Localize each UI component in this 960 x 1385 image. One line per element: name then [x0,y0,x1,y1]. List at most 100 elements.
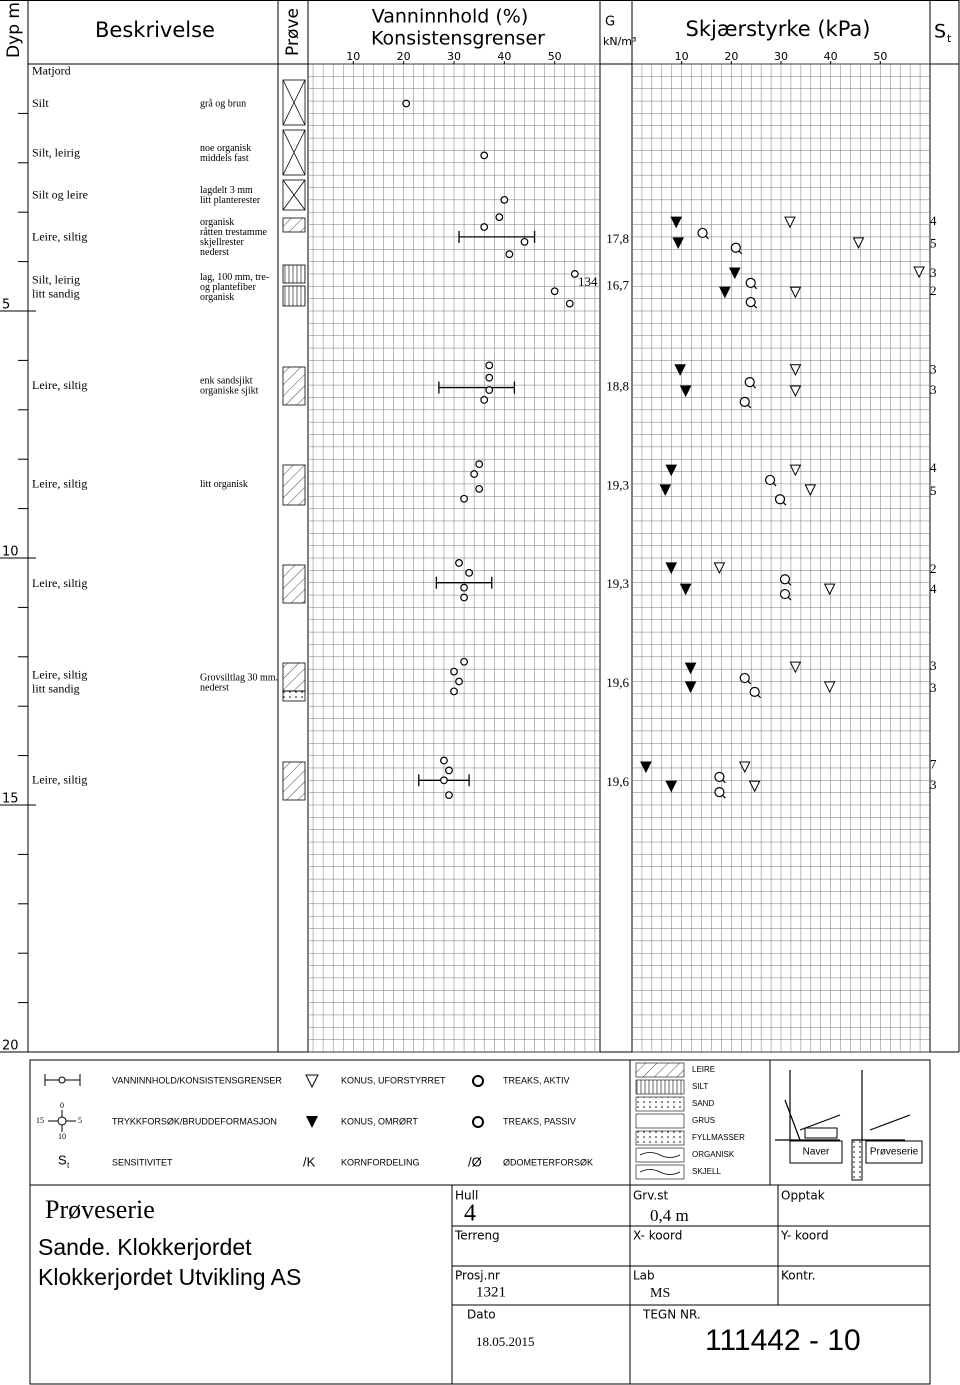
water-content [505,250,514,259]
soil-note: lagdelt 3 mm [200,185,253,196]
cone-remolded [640,761,652,774]
compression-point [697,227,708,239]
cone-undisturbed [784,216,796,229]
soil-note: grå og brun [200,98,246,109]
sensitivity-value: 3 [930,382,937,397]
sensitivity-value: 4 [930,213,937,228]
soil-legend-label: SILT [692,1082,708,1091]
water-content [455,559,463,567]
soil-note: lag, 100 mm, tre- [200,272,269,283]
drawing-number: 111442 - 10 [705,1324,861,1357]
soil-note: organiske sjikt [200,385,259,396]
grid [308,63,930,1053]
soil-note: organisk [200,217,234,228]
soil-name: Silt [32,96,49,110]
description-label: Beskrivelse [95,18,215,42]
density-value: 19,3 [606,576,629,591]
cone-remolded [672,237,684,249]
cone-undisturbed [748,780,761,793]
rect-shape [282,179,306,211]
water-content [485,361,494,370]
cone-undisturbed [789,364,802,376]
soil-legend-label: ORGANISK [692,1150,735,1159]
field-value: 18.05.2015 [476,1334,535,1349]
sensitivity-value: 3 [930,680,937,695]
x-tick-label: 20 [724,50,738,63]
x-tick-label: 10 [675,50,689,63]
water-content [470,470,479,478]
rect-shape [282,690,306,702]
sensitivity-value: 4 [930,460,937,475]
compression-test [744,377,757,389]
water-content [480,223,489,231]
field-label: Opptak [781,1189,825,1203]
sensitivity-value: 4 [930,581,937,596]
compression-point [779,588,791,600]
water-content [450,687,458,696]
path-shape [775,1070,841,1141]
circle-shape [57,1116,67,1126]
water-content [460,583,468,592]
cone-undisturbed [852,237,865,249]
cone-undisturbed [789,661,802,674]
sensitivity-value: 3 [930,361,937,376]
compression-test [764,474,777,487]
compression-point [714,771,725,782]
field-value: MS [650,1286,670,1301]
compression-point [779,574,791,585]
legend-text: TREAKS, AKTIV [503,1075,570,1085]
soil-name: Silt, leirig [32,146,80,160]
line-shape [282,79,306,126]
cone-undisturbed [789,385,802,398]
compression-point [745,277,756,288]
cone-remolded [665,464,678,477]
x-tick-label: 50 [873,50,887,63]
cone-remolded [665,780,678,793]
soil-legend-label: GRUS [692,1116,715,1125]
legend-text: t [67,1161,70,1170]
sample-label: Prøve [283,8,303,56]
depth-tick-label: 5 [2,298,10,313]
header: Dyp m Beskrivelse Prøve Vanninnhold (%) … [4,2,952,58]
field-label: Grv.st [633,1189,668,1203]
soil-note: organisk [200,292,234,303]
rect-shape [282,662,306,692]
sensitivity-value: 3 [930,777,937,792]
cone-remolded [665,562,678,574]
compression-test [730,242,743,255]
sensitivity-value: 5 [930,235,937,250]
rect-shape [635,1079,685,1095]
rect-shape [789,1140,843,1164]
field-label: Kontr. [781,1269,816,1283]
cone-undisturbed [789,464,802,477]
cone-undisturbed [804,484,817,496]
rect-shape [635,1147,685,1163]
density-value: 16,7 [606,277,629,292]
compression-test [714,787,726,799]
legend-text: 0 [60,1101,64,1110]
circle-shape [472,1116,484,1128]
density-value: 17,8 [606,231,629,246]
field-label: X- koord [633,1229,682,1243]
legend-text: KORNFORDELING [341,1157,420,1167]
compression-test [745,297,758,309]
compression-test [739,672,752,685]
water-content [402,99,411,108]
polygon-shape [306,1116,318,1128]
density-unit: kN/m³ [603,35,636,48]
rect-shape [804,1127,838,1139]
soil-note: nederst [200,247,229,258]
field-value: 4 [464,1201,476,1227]
compression-point [739,396,750,407]
soil-legend-label: SKJELL [692,1167,721,1176]
legend-text: TRYKKFORSØK/BRUDDEFORMASJON [112,1116,277,1126]
field-label: Hull [455,1189,478,1203]
water-content [465,568,474,577]
soil-name: Leire, siltig [32,668,87,682]
water-content [480,151,489,160]
soil-note: middels fast [200,153,249,164]
water-content [480,396,489,404]
compression-point [764,474,776,486]
depth-tick-label: 15 [2,792,19,807]
cone-undisturbed [789,286,802,299]
